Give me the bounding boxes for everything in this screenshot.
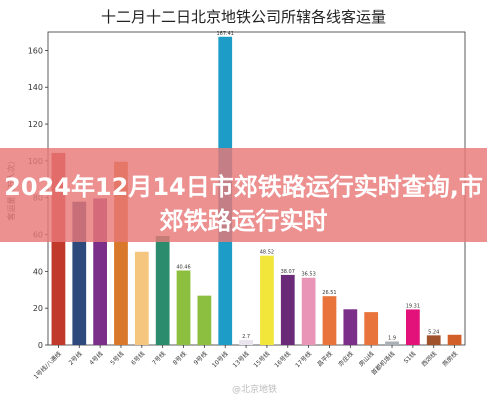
x-tick-label: 17号线 — [293, 350, 313, 370]
y-tick-label: 120 — [28, 120, 43, 129]
x-tick-label: 2号线 — [67, 350, 84, 367]
y-tick-label: 20 — [33, 304, 43, 313]
x-tick-label: 7号线 — [150, 350, 167, 367]
bar — [239, 340, 253, 345]
x-tick-label: 8号线 — [171, 350, 188, 367]
bar — [343, 309, 358, 345]
x-tick-label: 16号线 — [273, 350, 293, 370]
bar-value-label: 167.41 — [216, 31, 234, 37]
bar-value-label: 1.9 — [388, 336, 396, 342]
bar — [405, 309, 420, 345]
bar — [364, 312, 379, 345]
bar-value-label: 36.53 — [301, 272, 315, 278]
y-tick-label: 160 — [28, 46, 43, 55]
bar — [260, 255, 274, 345]
x-tick-label: 4号线 — [88, 350, 105, 367]
y-tick-label: 140 — [28, 83, 43, 92]
bar-value-label: 2.7 — [242, 334, 250, 340]
bar — [447, 334, 462, 345]
bar — [426, 335, 441, 345]
bar — [176, 270, 191, 345]
bar-value-label: 5.24 — [428, 329, 439, 335]
x-tick-label: 亦庄线 — [336, 350, 354, 368]
x-tick-label: 5号线 — [109, 350, 126, 367]
x-tick-label: 昌平线 — [315, 350, 333, 368]
x-tick-label: S1线 — [402, 350, 417, 365]
bar — [155, 236, 170, 345]
x-tick-label: 西郊线 — [420, 350, 438, 368]
bar — [280, 274, 295, 345]
bar — [134, 251, 149, 345]
bar — [197, 295, 212, 345]
bar — [301, 277, 316, 345]
x-tick-label: 13号线 — [231, 350, 251, 370]
y-tick-label: 40 — [33, 267, 43, 276]
x-tick-label: 1号线/八通线 — [32, 350, 63, 381]
chart-title: 十二月十二日北京地铁公司所辖各线客运量 — [100, 8, 386, 26]
x-tick-label: 9号线 — [192, 350, 209, 367]
x-tick-label: 15号线 — [252, 350, 272, 370]
bar-value-label: 40.46 — [176, 265, 190, 271]
x-tick-label: 6号线 — [129, 350, 146, 367]
x-tick-label: 10号线 — [210, 350, 230, 370]
bar — [385, 341, 399, 345]
bar-value-label: 19.31 — [406, 303, 420, 309]
headline-text: 2024年12月14日市郊铁路运行实时查询,市郊铁路运行实时 — [4, 173, 483, 235]
bar-value-label: 48.52 — [260, 250, 274, 256]
bar-value-label: 38.07 — [281, 269, 295, 275]
headline-banner: 2024年12月14日市郊铁路运行实时查询,市郊铁路运行实时 — [0, 148, 487, 242]
bar — [322, 296, 337, 345]
y-tick-label: 0 — [38, 341, 43, 350]
x-tick-label: 房山线 — [357, 350, 375, 368]
bar-value-label: 26.51 — [322, 290, 336, 296]
watermark: @北京地铁 — [232, 385, 278, 395]
x-tick-label: 燕房线 — [441, 350, 459, 368]
